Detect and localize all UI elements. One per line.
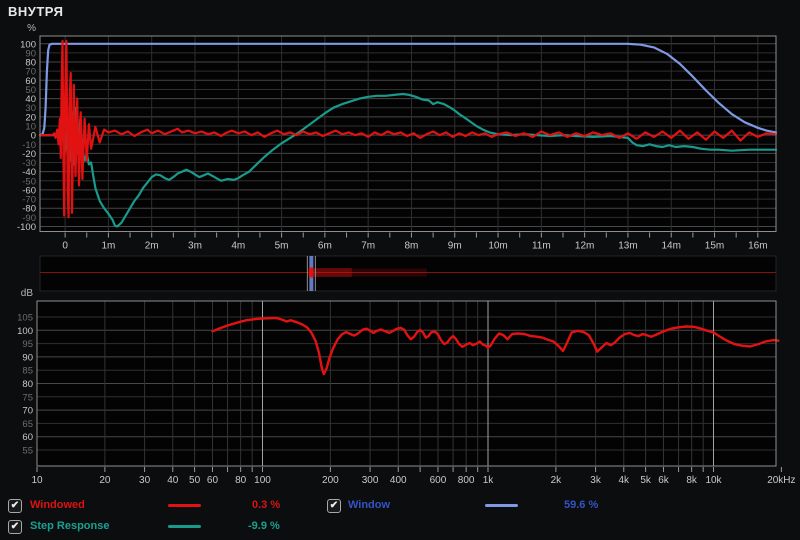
svg-text:-50: -50	[22, 176, 36, 187]
svg-text:0: 0	[62, 241, 68, 252]
svg-text:14m: 14m	[662, 241, 681, 252]
svg-text:6m: 6m	[318, 241, 332, 252]
svg-text:200: 200	[322, 475, 339, 486]
svg-text:2m: 2m	[145, 241, 159, 252]
svg-text:20: 20	[25, 112, 36, 123]
svg-text:1k: 1k	[483, 475, 495, 486]
window-label: Window	[348, 499, 391, 511]
svg-text:85: 85	[22, 366, 33, 377]
svg-text:100: 100	[254, 475, 271, 486]
svg-text:40: 40	[25, 94, 36, 105]
page-title: ВНУТРЯ	[8, 4, 64, 19]
svg-text:95: 95	[22, 339, 33, 350]
svg-text:80: 80	[22, 379, 33, 390]
svg-text:15m: 15m	[705, 241, 724, 252]
check-icon: ✔	[10, 521, 20, 532]
check-icon: ✔	[10, 500, 20, 511]
svg-text:60: 60	[22, 432, 33, 443]
svg-text:100: 100	[17, 326, 33, 337]
svg-text:%: %	[27, 23, 36, 34]
svg-text:4m: 4m	[231, 241, 245, 252]
windowed-line-swatch	[168, 504, 201, 507]
svg-text:80: 80	[235, 475, 247, 486]
svg-text:-40: -40	[22, 167, 36, 178]
window-checkbox[interactable]: ✔	[327, 499, 341, 513]
svg-text:13m: 13m	[618, 241, 637, 252]
svg-text:90: 90	[25, 48, 36, 59]
svg-text:40: 40	[167, 475, 179, 486]
svg-text:70: 70	[25, 67, 36, 78]
svg-text:50: 50	[25, 85, 36, 96]
svg-text:55: 55	[22, 446, 33, 457]
svg-text:65: 65	[22, 419, 33, 430]
impulse-overview[interactable]	[39, 255, 777, 292]
step-response-checkbox[interactable]: ✔	[8, 520, 22, 534]
svg-text:5k: 5k	[640, 475, 652, 486]
svg-text:75: 75	[22, 392, 33, 403]
svg-text:-100: -100	[17, 222, 36, 233]
svg-text:7m: 7m	[361, 241, 375, 252]
svg-text:-10: -10	[22, 140, 36, 151]
svg-text:60: 60	[25, 76, 36, 87]
svg-text:60: 60	[207, 475, 219, 486]
windowed-checkbox[interactable]: ✔	[8, 499, 22, 513]
svg-text:10: 10	[31, 475, 43, 486]
step-response-value: -9.9 %	[248, 520, 280, 532]
time-domain-chart[interactable]: 1009080706050403020100-10-20-30-40-50-60…	[17, 23, 778, 252]
svg-text:10k: 10k	[705, 475, 722, 486]
svg-text:0: 0	[31, 131, 36, 142]
svg-text:10m: 10m	[488, 241, 507, 252]
charts-canvas: 1009080706050403020100-10-20-30-40-50-60…	[17, 23, 796, 486]
svg-text:-90: -90	[22, 213, 36, 224]
svg-text:8m: 8m	[405, 241, 419, 252]
windowed-value: 0.3 %	[252, 499, 281, 511]
windowed-label: Windowed	[30, 499, 85, 511]
svg-text:3m: 3m	[188, 241, 202, 252]
svg-text:16m: 16m	[748, 241, 767, 252]
window-line-swatch	[485, 504, 518, 507]
svg-text:100: 100	[20, 39, 36, 50]
window-value: 59.6 %	[564, 499, 599, 511]
svg-text:-20: -20	[22, 149, 36, 160]
svg-text:dB: dB	[21, 288, 34, 299]
svg-text:3k: 3k	[590, 475, 602, 486]
svg-text:-60: -60	[22, 185, 36, 196]
svg-text:105: 105	[17, 312, 33, 323]
svg-text:-30: -30	[22, 158, 36, 169]
svg-text:1m: 1m	[101, 241, 115, 252]
svg-text:20kHz: 20kHz	[767, 475, 795, 486]
svg-text:800: 800	[458, 475, 475, 486]
svg-text:10: 10	[25, 121, 36, 132]
svg-text:4k: 4k	[618, 475, 630, 486]
svg-text:600: 600	[430, 475, 447, 486]
svg-text:11m: 11m	[532, 241, 551, 252]
frequency-response-chart[interactable]: 105 100 95 90 85 80 75 70 65 60 55 dB 10 20 30 40 50 60 80…	[17, 288, 795, 486]
svg-text:-70: -70	[22, 195, 36, 206]
svg-text:8k: 8k	[686, 475, 698, 486]
svg-text:400: 400	[390, 475, 407, 486]
svg-text:9m: 9m	[448, 241, 462, 252]
check-icon: ✔	[329, 500, 339, 511]
svg-text:70: 70	[22, 406, 33, 417]
svg-text:90: 90	[22, 352, 33, 363]
svg-text:30: 30	[139, 475, 151, 486]
svg-text:12m: 12m	[575, 241, 594, 252]
svg-text:6k: 6k	[658, 475, 670, 486]
svg-text:30: 30	[25, 103, 36, 114]
step-response-label: Step Response	[30, 520, 110, 532]
svg-text:20: 20	[99, 475, 111, 486]
svg-text:2k: 2k	[551, 475, 563, 486]
svg-text:80: 80	[25, 58, 36, 69]
step-response-line-swatch	[168, 525, 201, 528]
svg-text:300: 300	[362, 475, 379, 486]
svg-text:-80: -80	[22, 204, 36, 215]
svg-text:5m: 5m	[275, 241, 289, 252]
svg-text:50: 50	[189, 475, 201, 486]
